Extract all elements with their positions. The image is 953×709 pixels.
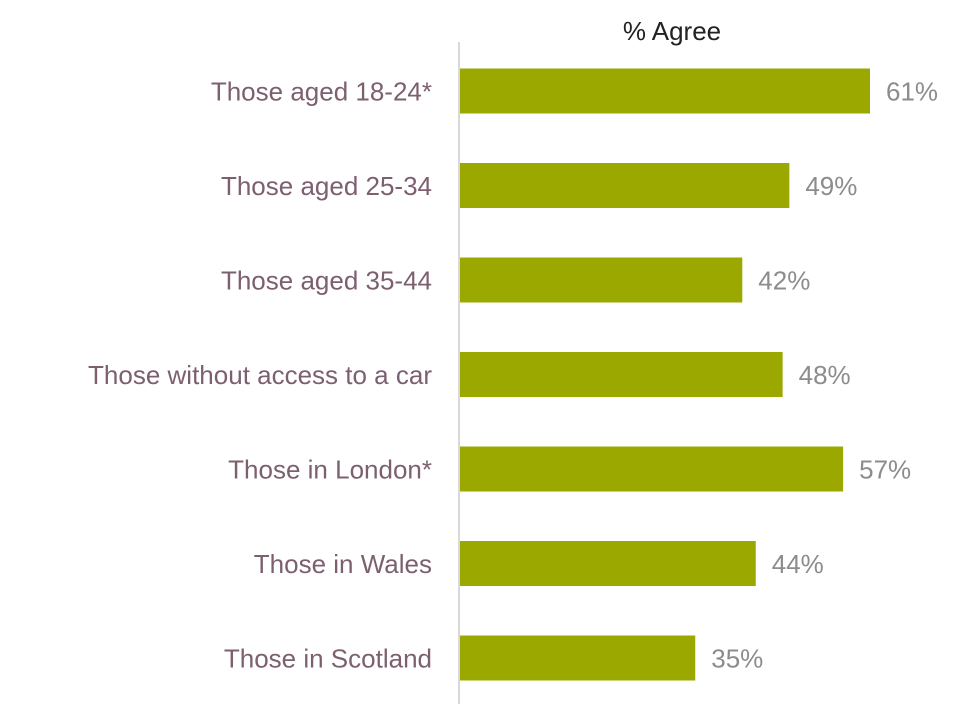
category-label: Those in Wales [254,549,432,579]
bar [460,635,696,681]
value-label: 61% [886,76,938,106]
bar [460,446,844,492]
category-label: Those aged 18-24* [211,76,432,106]
bar [460,257,743,303]
bar [460,163,790,208]
value-label: 44% [772,549,824,579]
category-label: Those aged 35-44 [221,265,432,295]
bar [460,541,756,586]
value-labels-group: 61% 49% 42% 48% 57% 44% 35% [711,76,938,673]
value-label: 57% [859,454,911,484]
category-label: Those in Scotland [224,643,432,673]
value-label: 48% [799,360,851,390]
bar [460,68,870,114]
bar [460,352,783,397]
category-labels-group: Those aged 18-24* Those aged 25-34 Those a… [88,76,432,673]
value-label: 42% [758,265,810,295]
chart-title: % Agree [623,16,721,46]
value-label: 35% [711,643,763,673]
category-label: Those aged 25-34 [221,171,432,201]
bars-group [460,68,870,681]
value-label: 49% [805,171,857,201]
category-label: Those without access to a car [88,360,432,390]
category-label: Those in London* [228,454,432,484]
